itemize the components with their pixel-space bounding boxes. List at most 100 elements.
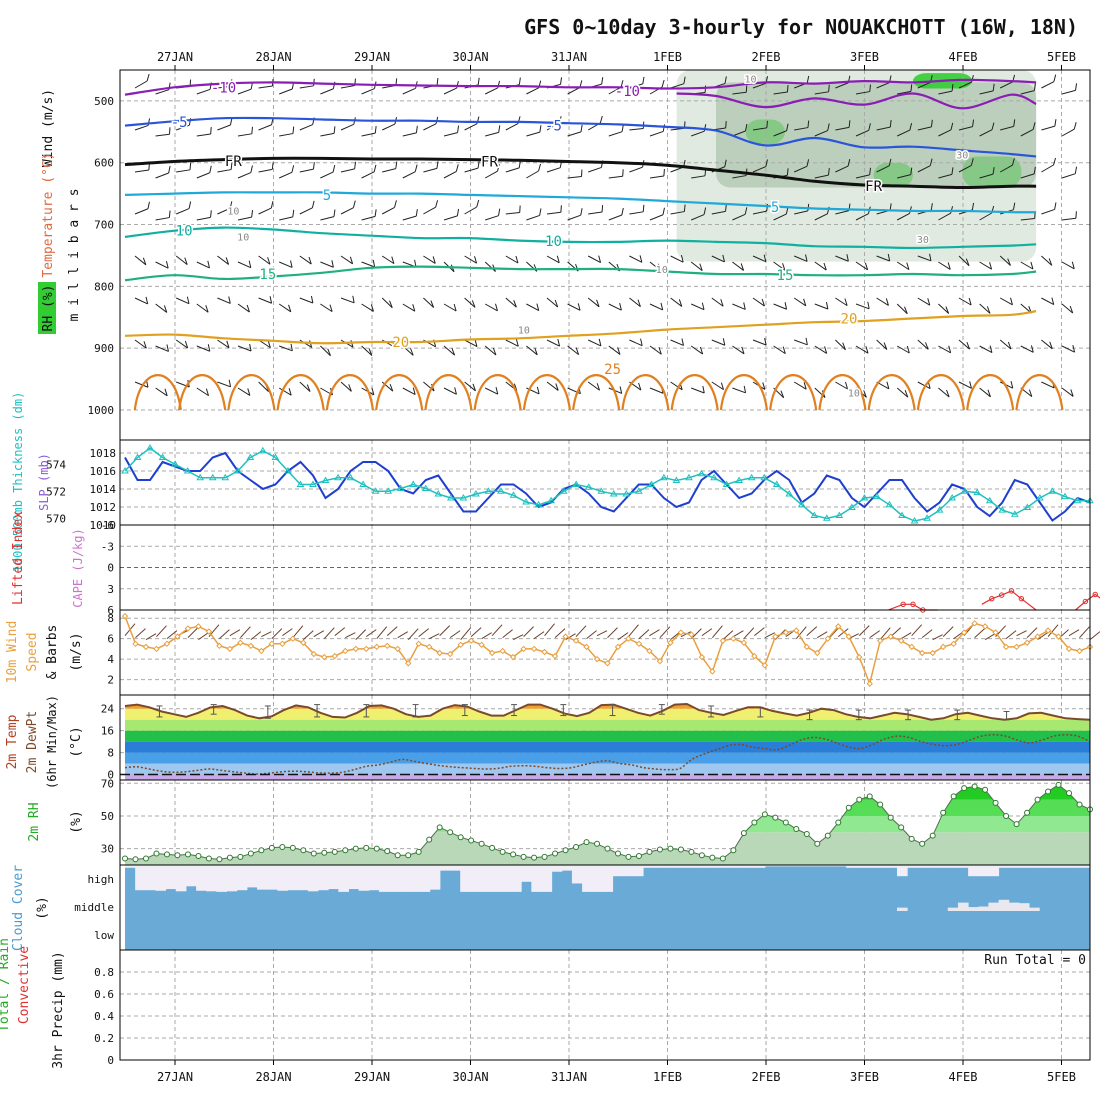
rh-shade-region [745, 119, 785, 145]
wind-barb [938, 90, 953, 95]
wind-barb-flag [515, 255, 519, 264]
cloud-high-gap [592, 865, 603, 892]
date-label-bottom: 5FEB [1047, 1070, 1076, 1084]
wind-speed-point [992, 629, 999, 636]
date-label-bottom: 29JAN [354, 1070, 390, 1084]
wind-speed-point [730, 635, 737, 642]
wind-barb [608, 345, 621, 355]
wind-barb [340, 168, 355, 173]
surface-wind-barb [166, 630, 178, 640]
wind-speed-point [1002, 643, 1010, 651]
wind-barb-flag [945, 306, 950, 314]
wind-barb-flag [596, 299, 600, 307]
thickness-point [597, 487, 606, 494]
surface-wind-barb [900, 632, 912, 640]
wind-barb [320, 132, 335, 137]
wind-barb [505, 297, 517, 308]
isotherm--10 [124, 78, 1037, 96]
wind-barb [526, 131, 540, 137]
contour-label: 30 [956, 150, 968, 161]
wind-barb-flag [848, 120, 851, 128]
wind-speed-point [688, 631, 695, 638]
wind-speed-point [1023, 639, 1031, 646]
contour-label: 10 [744, 74, 756, 85]
wind-barb-flag [825, 301, 829, 310]
cloud-high-gap [511, 865, 522, 892]
wind-barb-flag [1053, 157, 1057, 166]
wind-speed-point [321, 653, 328, 661]
wind-barb-flag [987, 389, 991, 397]
pressure-tick-label: 900 [94, 342, 114, 355]
wind-barb [402, 345, 414, 356]
lifted-index-line [888, 603, 938, 611]
wind-barb [176, 124, 190, 131]
wind-barb [1061, 345, 1075, 353]
cloud-high-gap [125, 865, 136, 868]
surface-wind-barb [313, 630, 325, 638]
wind-barb-flag [786, 168, 789, 176]
cloud-high-gap [876, 865, 888, 868]
wind-barb-flag [786, 123, 789, 131]
rh-point [268, 844, 275, 851]
wind-barb [423, 255, 436, 264]
wind-barb [793, 297, 807, 307]
wind-barb [155, 261, 169, 269]
cloud-high-gap [693, 865, 705, 868]
contour-label: -5 [171, 115, 188, 131]
wind-speed-point [132, 640, 139, 648]
wind-barb-flag [518, 160, 521, 168]
wind-barb [134, 381, 149, 388]
wind-barb [608, 175, 623, 179]
wind-barb [794, 127, 809, 131]
wind-barb [1061, 217, 1076, 221]
wind-barb [814, 130, 828, 137]
rh-point [803, 830, 810, 837]
rh-point [562, 847, 569, 854]
rh-point [877, 801, 884, 808]
wind-barb-flag [888, 158, 892, 166]
wind-barb [711, 297, 724, 307]
contour-label: 10 [545, 234, 562, 250]
wind-barb-flag [744, 207, 748, 215]
wind-barb [670, 83, 685, 89]
thickness-point [609, 489, 618, 497]
wind-barb-flag [1032, 122, 1036, 130]
wind-barb [670, 255, 684, 263]
wind-speed-point [279, 640, 286, 648]
ylabel-wind-line2: Speed [25, 632, 40, 671]
ylabel-wind-line4: (m/s) [69, 632, 84, 671]
ylabel-temp-line3: (6hr Min/Max) [45, 695, 59, 789]
wind-barb [979, 345, 993, 354]
wind-speed-point [604, 660, 611, 667]
wind-barb [732, 130, 746, 137]
wind-barb [381, 206, 395, 215]
rh-point [415, 848, 422, 855]
wind-barb [567, 214, 581, 221]
wind-barb [1000, 125, 1014, 131]
wind-barb-flag [371, 387, 375, 395]
wind-barb-flag [598, 255, 602, 263]
rh-point [866, 793, 873, 800]
wind-barb-flag [619, 303, 622, 311]
surface-wind-barb [523, 626, 534, 638]
wind-barb-flag [764, 337, 767, 346]
wind-barb [1020, 218, 1035, 221]
wind-speed-point [1055, 633, 1062, 640]
wind-barb [546, 255, 560, 264]
temp-band [125, 704, 1090, 709]
surface-wind-barb [502, 629, 513, 639]
cloud-high-gap [947, 865, 959, 868]
wind-barb-flag [743, 385, 747, 393]
rh-point [205, 855, 212, 862]
wind-barb [917, 255, 932, 262]
wind-barb-flag [950, 206, 954, 214]
wind-barb [217, 339, 230, 349]
wind-barb-flag [847, 158, 851, 167]
rh-shade-region [962, 156, 1022, 188]
rh-point [447, 829, 454, 836]
surface-wind-barb [470, 627, 482, 638]
wind-barb [732, 175, 747, 179]
cloud-middle-gap [897, 907, 908, 911]
wind-barb-flag [724, 159, 727, 167]
